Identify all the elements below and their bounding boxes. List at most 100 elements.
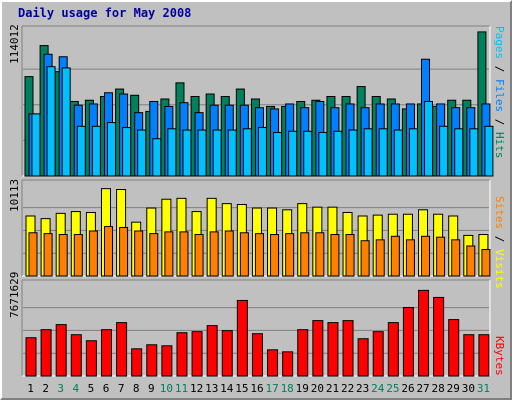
bar-pages-day-24 bbox=[378, 128, 388, 177]
bar-pages-day-5 bbox=[91, 125, 101, 177]
bar-pages-day-14 bbox=[227, 129, 237, 177]
bar-pages-day-29 bbox=[454, 128, 464, 177]
bar-kbytes-day-20 bbox=[312, 320, 324, 377]
x-tick-label-day-14: 14 bbox=[220, 382, 234, 395]
bar-pages-day-4 bbox=[76, 125, 86, 177]
bar-sites-day-23 bbox=[360, 240, 370, 277]
x-tick-label-day-11: 11 bbox=[175, 382, 188, 395]
bar-sites-day-11 bbox=[179, 231, 189, 277]
bar-pages-day-15 bbox=[242, 128, 252, 177]
x-tick-label-day-10: 10 bbox=[160, 382, 173, 395]
x-tick-label-day-22: 22 bbox=[341, 382, 354, 395]
bar-pages-day-22 bbox=[348, 129, 358, 177]
bar-kbytes-day-10 bbox=[161, 345, 173, 377]
bar-sites-day-17 bbox=[270, 234, 280, 277]
bar-pages-day-28 bbox=[439, 125, 449, 177]
bar-kbytes-day-16 bbox=[251, 333, 263, 377]
x-tick-label-day-29: 29 bbox=[447, 382, 460, 395]
bar-kbytes-day-22 bbox=[342, 320, 354, 377]
x-tick-label-day-31: 31 bbox=[477, 382, 490, 395]
bar-sites-day-26 bbox=[405, 239, 415, 277]
x-tick-label-day-9: 9 bbox=[148, 382, 155, 395]
bar-sites-day-16 bbox=[254, 233, 264, 277]
bar-sites-day-1 bbox=[28, 232, 38, 277]
bar-sites-day-21 bbox=[330, 234, 340, 277]
x-tick-label-day-18: 18 bbox=[281, 382, 294, 395]
bar-pages-day-8 bbox=[137, 129, 147, 177]
bar-kbytes-day-6 bbox=[100, 329, 112, 377]
bar-kbytes-day-8 bbox=[131, 348, 143, 377]
bar-pages-day-9 bbox=[152, 138, 162, 177]
bar-kbytes-day-31 bbox=[478, 334, 490, 377]
bar-pages-day-18 bbox=[288, 130, 298, 177]
bar-kbytes-day-4 bbox=[70, 334, 82, 377]
bar-pages-day-11 bbox=[182, 129, 192, 177]
bar-pages-day-13 bbox=[212, 129, 222, 177]
bar-pages-day-3 bbox=[61, 67, 71, 177]
bar-kbytes-day-11 bbox=[176, 332, 188, 377]
bar-pages-day-12 bbox=[197, 129, 207, 177]
bar-kbytes-day-19 bbox=[297, 329, 309, 377]
bar-kbytes-day-26 bbox=[402, 307, 414, 377]
bar-sites-day-5 bbox=[88, 230, 98, 277]
bar-sites-day-8 bbox=[134, 230, 144, 277]
chart-title: Daily usage for May 2008 bbox=[18, 6, 192, 20]
bar-kbytes-day-21 bbox=[327, 322, 339, 377]
bar-sites-day-31 bbox=[481, 249, 491, 277]
x-tick-label-day-7: 7 bbox=[118, 382, 125, 395]
bar-sites-day-13 bbox=[209, 231, 219, 277]
x-tick-label-day-12: 12 bbox=[190, 382, 203, 395]
legend-part-hits-0: Pages bbox=[493, 26, 506, 59]
bar-sites-day-6 bbox=[103, 226, 113, 277]
bar-sites-day-30 bbox=[466, 245, 476, 277]
legend-part-hits-1: / bbox=[493, 59, 506, 79]
bar-kbytes-day-15 bbox=[236, 299, 248, 377]
bar-pages-day-27 bbox=[424, 100, 434, 177]
legend-part-hits-3: / bbox=[493, 112, 506, 132]
bar-kbytes-day-17 bbox=[267, 349, 279, 377]
bar-sites-day-12 bbox=[194, 234, 204, 277]
x-tick-label-day-30: 30 bbox=[462, 382, 475, 395]
x-tick-label-day-15: 15 bbox=[235, 382, 248, 395]
bar-sites-day-25 bbox=[390, 235, 400, 277]
bar-sites-day-22 bbox=[345, 234, 355, 277]
x-tick-label-day-26: 26 bbox=[401, 382, 414, 395]
x-tick-label-day-6: 6 bbox=[103, 382, 110, 395]
bar-sites-day-24 bbox=[375, 239, 385, 277]
bar-kbytes-day-7 bbox=[116, 322, 128, 377]
legend-part-visits-2: Visits bbox=[493, 249, 506, 289]
legend-part-hits-4: Hits bbox=[493, 132, 506, 159]
bar-kbytes-day-1 bbox=[25, 337, 37, 377]
x-tick-label-day-20: 20 bbox=[311, 382, 324, 395]
x-tick-label-day-3: 3 bbox=[57, 382, 64, 395]
x-tick-label-day-2: 2 bbox=[42, 382, 49, 395]
bar-pages-day-10 bbox=[167, 128, 177, 177]
bar-kbytes-day-12 bbox=[191, 331, 203, 377]
bar-kbytes-day-9 bbox=[146, 344, 158, 377]
bar-sites-day-27 bbox=[421, 235, 431, 277]
bar-sites-day-14 bbox=[224, 230, 234, 277]
bar-kbytes-day-27 bbox=[418, 289, 430, 377]
legend-visits: Sites / Visits bbox=[493, 196, 506, 289]
bar-sites-day-20 bbox=[315, 232, 325, 277]
bar-kbytes-day-2 bbox=[40, 329, 52, 377]
legend-kbytes: KBytes bbox=[493, 336, 506, 376]
x-tick-label-day-25: 25 bbox=[386, 382, 399, 395]
bar-pages-day-30 bbox=[469, 128, 479, 177]
bar-kbytes-day-23 bbox=[357, 338, 369, 377]
bar-kbytes-day-18 bbox=[282, 351, 294, 377]
bar-pages-day-26 bbox=[408, 128, 418, 177]
bar-sites-day-29 bbox=[451, 239, 461, 277]
legend-part-hits-2: Files bbox=[493, 79, 506, 112]
bar-pages-day-6 bbox=[106, 122, 116, 177]
bar-sites-day-18 bbox=[285, 233, 295, 277]
bar-pages-day-7 bbox=[122, 127, 132, 177]
x-tick-label-day-8: 8 bbox=[133, 382, 140, 395]
bar-sites-day-15 bbox=[239, 232, 249, 277]
x-tick-label-day-23: 23 bbox=[356, 382, 369, 395]
bar-pages-day-25 bbox=[393, 129, 403, 177]
x-tick-label-day-21: 21 bbox=[326, 382, 339, 395]
bar-pages-day-16 bbox=[257, 127, 267, 177]
bar-pages-day-2 bbox=[46, 66, 56, 177]
